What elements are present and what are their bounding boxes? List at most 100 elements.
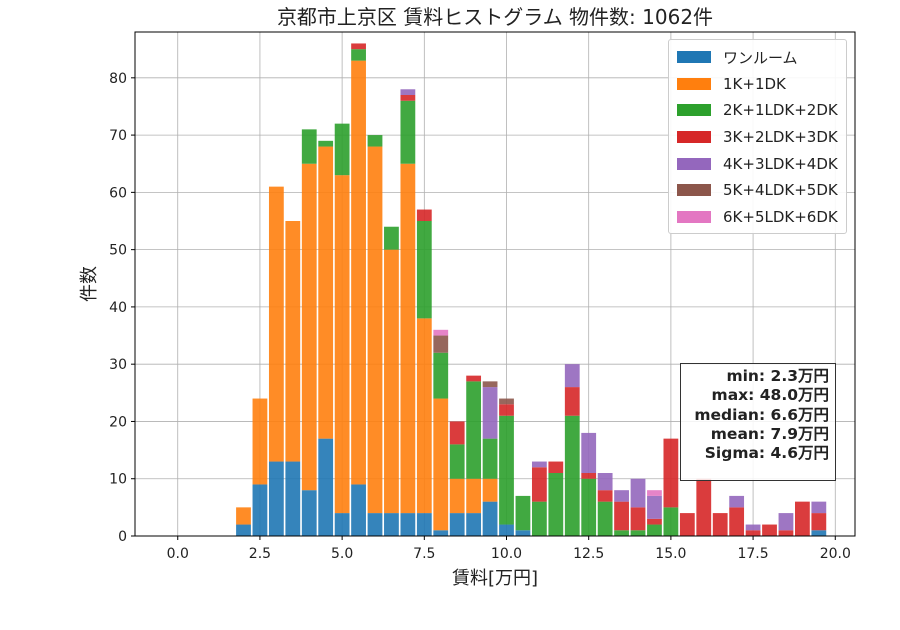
bar-segment-series-2 [384, 226, 399, 250]
bar-segment-series-0 [515, 530, 531, 536]
bar-segment-series-4 [531, 461, 547, 468]
bar-segment-series-4 [564, 364, 580, 388]
bar-segment-series-6 [433, 329, 449, 336]
bar-segment-series-3 [762, 524, 777, 536]
legend-swatch [677, 157, 711, 170]
bar-segment-series-3 [663, 438, 679, 508]
bar-segment-series-2 [663, 507, 679, 536]
bar-segment-series-2 [614, 530, 629, 536]
bar-segment-series-0 [384, 513, 399, 536]
bar-segment-series-1 [351, 60, 366, 485]
bar-segment-series-4 [647, 495, 662, 519]
bar-segment-series-1 [334, 175, 350, 514]
y-tick-label: 40 [109, 300, 127, 316]
bar-segment-series-5 [499, 398, 514, 405]
bar-segment-series-0 [351, 484, 366, 536]
legend-swatch [677, 77, 711, 90]
x-axis-label: 賃料[万円] [452, 568, 538, 589]
bar-segment-series-3 [564, 387, 580, 416]
bar-segment-series-1 [482, 478, 498, 502]
bar-segment-series-0 [416, 513, 432, 536]
legend-label: 6K+5LDK+6DK [723, 207, 838, 226]
y-tick-label: 10 [109, 472, 127, 488]
bar-segment-series-0 [400, 513, 416, 536]
bar-segment-series-2 [334, 123, 350, 176]
bar-segment-series-2 [581, 478, 597, 536]
bar-segment-series-2 [548, 473, 564, 536]
bar-segment-series-3 [795, 501, 810, 536]
bar-segment-series-5 [482, 381, 498, 388]
legend-item: ワンルーム [677, 44, 846, 71]
bar-segment-series-3 [647, 518, 662, 525]
bar-segment-series-1 [466, 478, 482, 514]
bar-segment-series-2 [301, 129, 317, 164]
bar-segment-series-2 [531, 501, 547, 536]
bar-segment-series-0 [301, 490, 317, 536]
legend-item: 6K+5LDK+6DK [677, 204, 846, 231]
bar-segment-series-3 [351, 43, 366, 50]
legend-swatch [677, 210, 711, 223]
bar-segment-series-2 [515, 495, 531, 531]
bar-segment-series-3 [449, 421, 465, 445]
x-tick-label: 5.0 [331, 546, 353, 562]
bar-segment-series-2 [630, 530, 646, 536]
legend-item: 2K+1LDK+2DK [677, 97, 846, 124]
bar-segment-series-4 [745, 524, 761, 531]
bar-segment-series-4 [630, 478, 646, 508]
bar-segment-series-1 [252, 398, 268, 485]
bar-segment-series-0 [466, 513, 482, 536]
chart-title: 京都市上京区 賃料ヒストグラム 物件数: 1062件 [277, 5, 713, 29]
bar-segment-series-0 [268, 461, 284, 536]
stat-mean: mean: 7.9万円 [710, 424, 829, 443]
bar-segment-series-2 [449, 444, 465, 479]
y-tick-label: 0 [118, 529, 127, 545]
y-ticks: 0 10 20 30 40 50 60 70 80 [109, 71, 135, 545]
bar-segment-series-2 [647, 524, 662, 536]
bar-segment-series-3 [712, 513, 728, 536]
bar-segment-series-0 [482, 501, 498, 536]
legend-label: 4K+3LDK+4DK [723, 154, 838, 173]
legend-item: 4K+3LDK+4DK [677, 150, 846, 177]
x-tick-label: 2.5 [249, 546, 271, 562]
bar-segment-series-3 [400, 95, 416, 101]
y-tick-label: 20 [109, 414, 127, 430]
bar-segment-series-2 [351, 49, 366, 61]
x-tick-label: 10.0 [491, 546, 522, 562]
bar-segment-series-0 [318, 438, 334, 536]
chart-legend: ワンルーム 1K+1DK 2K+1LDK+2DK 3K+2LDK+3DK 4K+3LDK… [668, 39, 847, 234]
legend-swatch [677, 104, 711, 117]
bars [236, 43, 827, 536]
y-tick-label: 50 [109, 243, 127, 259]
bar-segment-series-1 [400, 163, 416, 514]
legend-item: 3K+2LDK+3DK [677, 124, 846, 151]
bar-segment-series-3 [416, 209, 432, 221]
bar-segment-series-2 [367, 135, 383, 147]
legend-label: ワンルーム [723, 48, 798, 67]
bar-segment-series-2 [416, 221, 432, 319]
bar-segment-series-2 [433, 352, 449, 399]
y-tick-label: 30 [109, 357, 127, 373]
legend-item: 1K+1DK [677, 71, 846, 98]
legend-label: 1K+1DK [723, 74, 786, 93]
x-tick-label: 17.5 [737, 546, 768, 562]
bar-segment-series-0 [449, 513, 465, 536]
bar-segment-series-4 [614, 490, 629, 502]
bar-segment-series-3 [630, 507, 646, 531]
bar-segment-series-2 [318, 140, 334, 147]
bar-segment-series-1 [318, 146, 334, 439]
bar-segment-series-2 [564, 415, 580, 536]
plot-frame [134, 31, 856, 537]
y-tick-label: 80 [109, 71, 127, 87]
y-tick-label: 70 [109, 128, 127, 144]
bar-segment-series-3 [581, 473, 597, 479]
y-axis-label: 件数 [79, 266, 100, 302]
bar-segment-series-3 [745, 530, 761, 536]
stats-box: min: 2.3万円 max: 48.0万円 median: 6.6万円 mea… [680, 363, 836, 481]
bar-segment-series-3 [696, 478, 712, 536]
x-tick-label: 20.0 [820, 546, 851, 562]
bar-segment-series-5 [433, 335, 449, 353]
bar-segment-series-1 [236, 507, 251, 525]
bar-segment-series-0 [499, 524, 514, 536]
y-tick-label: 60 [109, 185, 127, 201]
